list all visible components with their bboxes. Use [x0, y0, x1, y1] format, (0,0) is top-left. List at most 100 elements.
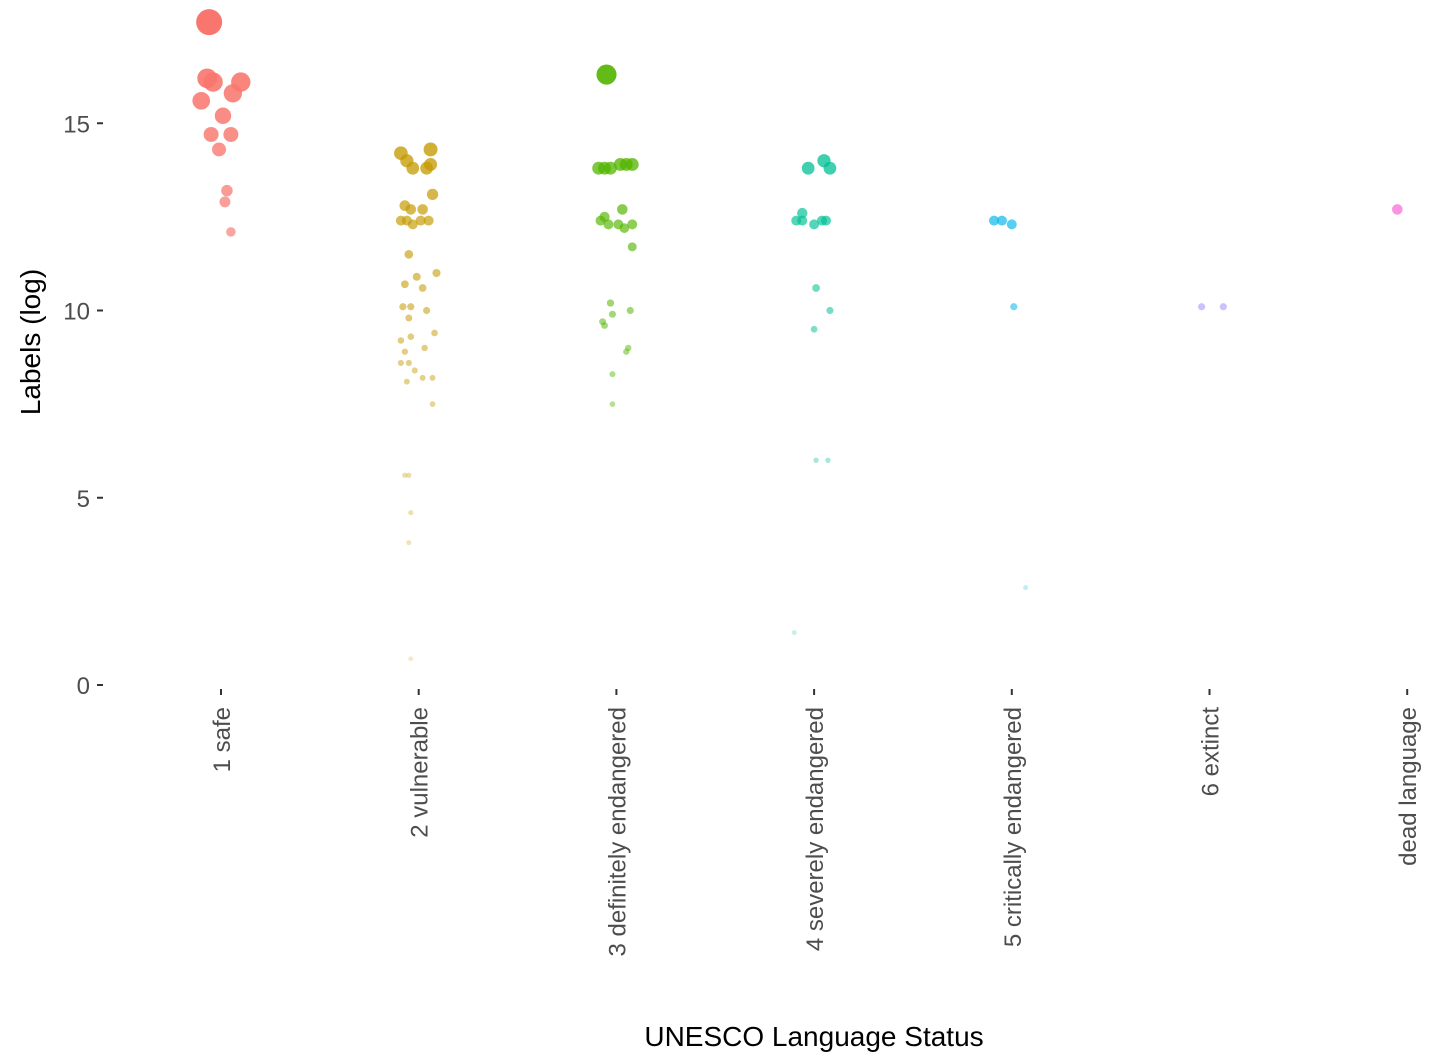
data-point	[418, 284, 427, 292]
data-point	[797, 207, 808, 219]
data-point	[617, 204, 628, 215]
data-points	[192, 9, 1403, 662]
data-point	[1219, 303, 1227, 311]
data-point	[996, 215, 1007, 226]
data-point	[606, 299, 615, 307]
data-point	[411, 367, 418, 374]
data-point	[625, 157, 639, 171]
data-point	[431, 329, 438, 337]
data-point	[212, 142, 226, 157]
data-point	[397, 337, 405, 344]
data-point	[609, 371, 616, 378]
data-point	[595, 215, 606, 226]
data-point	[423, 142, 438, 157]
data-point	[625, 344, 632, 352]
data-point	[429, 401, 436, 407]
x-axis-title: UNESCO Language Status	[644, 1021, 983, 1052]
data-point	[226, 227, 236, 237]
data-point	[196, 9, 223, 36]
data-point	[423, 306, 431, 315]
data-point	[405, 359, 412, 367]
data-point	[426, 188, 439, 201]
y-axis: 0 5 10 15	[63, 111, 103, 700]
data-point	[1023, 585, 1029, 591]
data-point	[407, 303, 415, 311]
data-point	[791, 630, 797, 636]
data-point	[406, 540, 412, 546]
data-point	[627, 242, 637, 252]
data-point	[397, 359, 404, 367]
data-point	[219, 196, 231, 208]
data-point	[403, 378, 410, 385]
data-point	[419, 374, 426, 381]
data-point	[412, 272, 421, 281]
data-point	[988, 215, 1000, 226]
y-tick-label: 5	[77, 486, 90, 513]
data-point	[405, 204, 417, 215]
data-point	[826, 306, 834, 315]
data-point	[609, 401, 616, 407]
data-point	[401, 348, 409, 355]
data-point	[404, 249, 414, 259]
data-point	[400, 280, 409, 289]
data-point	[608, 310, 616, 318]
y-axis-title: Labels (log)	[15, 269, 46, 415]
data-point	[1197, 303, 1206, 311]
data-point	[402, 472, 408, 478]
data-point	[603, 219, 614, 230]
x-tick-label: 3 definitely endangered	[604, 707, 631, 957]
data-point	[214, 107, 232, 124]
data-point	[601, 322, 608, 329]
data-point	[405, 314, 413, 322]
data-point	[820, 215, 831, 226]
data-point	[408, 656, 414, 662]
data-point	[810, 325, 818, 333]
x-tick-label: 4 severely endangered	[802, 707, 829, 951]
data-point	[399, 303, 407, 311]
data-point	[619, 223, 630, 233]
data-point	[203, 72, 223, 92]
data-point	[797, 215, 808, 226]
x-tick-label: 6 extinct	[1198, 707, 1225, 797]
data-point	[423, 215, 434, 226]
data-point	[421, 344, 428, 352]
y-tick-label: 0	[77, 673, 90, 700]
data-point	[203, 126, 219, 142]
data-point	[626, 306, 634, 315]
x-tick-label: dead language	[1395, 707, 1422, 866]
data-point	[812, 284, 820, 292]
data-point	[801, 161, 815, 175]
y-tick-label: 15	[63, 111, 90, 138]
data-point	[823, 161, 837, 175]
data-point	[417, 204, 428, 215]
data-point	[429, 374, 436, 381]
x-tick-label: 5 critically endangered	[1000, 707, 1027, 947]
data-point	[408, 510, 414, 516]
data-point	[424, 157, 438, 171]
data-point	[813, 457, 819, 463]
y-tick-label: 10	[63, 299, 90, 326]
x-tick-label: 2 vulnerable	[407, 707, 434, 838]
data-point	[223, 126, 239, 142]
data-point	[415, 215, 426, 226]
x-axis: 1 safe 2 vulnerable 3 definitely endangere…	[209, 689, 1422, 957]
data-point	[596, 64, 617, 85]
data-point	[192, 91, 211, 110]
x-tick-label: 1 safe	[209, 707, 236, 772]
data-point	[221, 184, 233, 197]
data-point	[1392, 204, 1403, 215]
data-point	[604, 161, 617, 175]
data-point	[406, 472, 412, 478]
data-point	[825, 457, 831, 463]
data-point	[809, 219, 820, 230]
data-point	[627, 219, 638, 230]
data-point	[623, 348, 630, 355]
data-point	[432, 268, 441, 278]
data-point	[406, 161, 420, 175]
data-point	[1006, 219, 1017, 230]
data-point	[407, 219, 418, 230]
data-point	[223, 84, 243, 103]
data-point	[407, 333, 415, 341]
data-point	[1010, 303, 1018, 311]
